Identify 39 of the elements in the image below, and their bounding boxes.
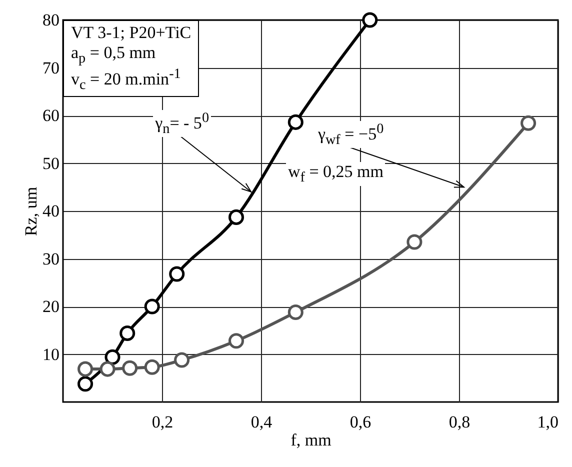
annotation: VT 3-1; P20+TiC [69, 23, 194, 43]
point [228, 209, 244, 225]
point [144, 298, 160, 314]
point [362, 12, 378, 28]
y-tick-label: 30 [42, 249, 60, 268]
point [228, 333, 244, 349]
y-tick-label: 70 [42, 58, 60, 78]
point [78, 361, 94, 377]
x-axis-title: f, mm [290, 430, 332, 450]
point [288, 304, 304, 320]
point [169, 266, 185, 282]
x-tick-label: 0,8 [448, 412, 470, 432]
x-tick-label: 0,4 [250, 412, 273, 432]
point [120, 325, 136, 341]
point [144, 359, 160, 375]
point [78, 376, 94, 392]
annotation: v$_{c}$ = 20 m.min$^{-1}$ [69, 66, 194, 94]
point [100, 361, 116, 377]
note-box: VT 3-1; P20+TiC a$_{p}$ = 0,5 mm v$_{c}$ = 20 m.min$^{-1}$ [63, 20, 200, 97]
point [406, 234, 422, 250]
annotation: w$_{f}$ = 0,25 mm [286, 162, 386, 186]
point [104, 349, 120, 365]
x-tick-label: 0,2 [152, 412, 174, 432]
x-tick-label: 1,0 [537, 412, 558, 432]
y-tick-label: 10 [42, 344, 60, 364]
y-axis-title: Rz, um [22, 186, 40, 236]
y-tick-label: 20 [42, 297, 60, 316]
point [122, 360, 138, 376]
annotation: γ$_{wf}$ = −5$^{0}$ [316, 121, 386, 148]
point [520, 115, 536, 131]
x-tick-label: 0,6 [350, 412, 372, 432]
y-tick-label: 50 [42, 154, 60, 173]
point [288, 114, 304, 130]
annotation: γ$_{n}$= - 5$^{0}$ [153, 110, 212, 138]
y-tick-label: 80 [42, 10, 60, 30]
y-tick-label: 60 [42, 106, 60, 125]
annotation: a$_{p}$ = 0,5 mm [69, 42, 194, 66]
point [174, 352, 190, 368]
y-tick-label: 40 [42, 202, 60, 220]
